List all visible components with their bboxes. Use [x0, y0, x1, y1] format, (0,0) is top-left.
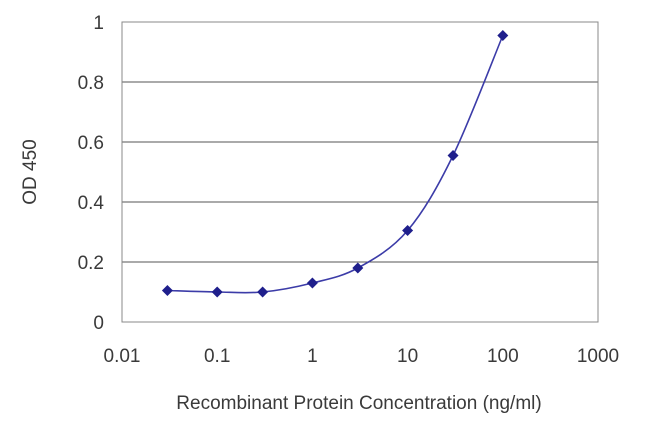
x-tick-label: 0.1 [204, 346, 230, 367]
data-point [306, 277, 318, 289]
x-tick-label: 0.01 [104, 346, 141, 367]
data-markers [161, 30, 509, 298]
y-axis-title: OD 450 [20, 139, 41, 204]
y-tick-label: 0.8 [78, 73, 104, 94]
data-point [161, 285, 173, 296]
data-point [352, 262, 364, 274]
y-tick-label: 0.6 [78, 133, 104, 154]
x-axis-title: Recombinant Protein Concentration (ng/ml… [176, 393, 541, 414]
y-tick-label: 0 [93, 313, 104, 334]
data-point [402, 225, 414, 236]
series-line [167, 35, 504, 294]
data-point [447, 150, 459, 161]
x-tick-label: 1 [307, 346, 318, 367]
y-tick-label: 0.2 [78, 253, 104, 274]
y-tick-label: 1 [93, 13, 104, 34]
x-axis: 0.01 0.1 1 10 100 1000 [104, 346, 620, 367]
data-point [497, 30, 509, 41]
x-tick-label: 1000 [577, 346, 619, 367]
plot-frame [121, 21, 599, 323]
data-point [211, 286, 223, 298]
data-point [257, 286, 269, 298]
y-tick-label: 0.4 [78, 193, 105, 214]
grid-layer [122, 81, 598, 263]
x-tick-label: 100 [487, 346, 519, 367]
x-tick-label: 10 [397, 346, 418, 367]
y-axis: 0 0.2 0.4 0.6 0.8 1 [78, 13, 105, 334]
